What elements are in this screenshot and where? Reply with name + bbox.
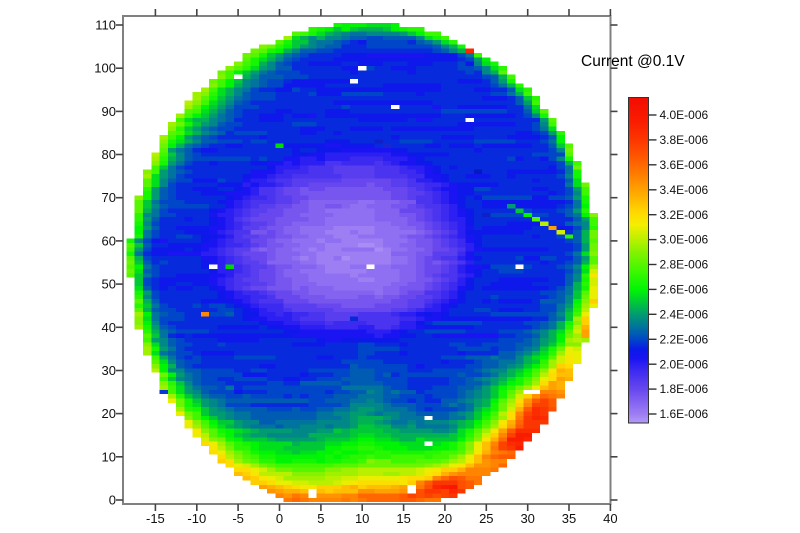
svg-text:-15: -15 <box>146 511 165 526</box>
svg-text:0: 0 <box>109 493 116 508</box>
svg-text:3.2E-006: 3.2E-006 <box>660 208 709 222</box>
svg-text:35: 35 <box>562 511 576 526</box>
svg-text:-10: -10 <box>187 511 206 526</box>
svg-text:2.8E-006: 2.8E-006 <box>660 258 709 272</box>
svg-text:5: 5 <box>317 511 324 526</box>
svg-text:Current @0.1V: Current @0.1V <box>581 53 685 70</box>
svg-text:10: 10 <box>355 511 369 526</box>
svg-text:50: 50 <box>102 277 116 292</box>
svg-text:15: 15 <box>396 511 410 526</box>
svg-text:30: 30 <box>102 363 116 378</box>
svg-text:60: 60 <box>102 233 116 248</box>
svg-text:70: 70 <box>102 190 116 205</box>
svg-text:40: 40 <box>102 320 116 335</box>
svg-text:3.6E-006: 3.6E-006 <box>660 158 709 172</box>
svg-text:3.0E-006: 3.0E-006 <box>660 233 709 247</box>
svg-text:10: 10 <box>102 449 116 464</box>
svg-text:40: 40 <box>603 511 617 526</box>
svg-text:3.8E-006: 3.8E-006 <box>660 133 709 147</box>
svg-text:30: 30 <box>520 511 534 526</box>
svg-text:2.6E-006: 2.6E-006 <box>660 283 709 297</box>
svg-text:0: 0 <box>276 511 283 526</box>
svg-text:2.0E-006: 2.0E-006 <box>660 357 709 371</box>
svg-text:80: 80 <box>102 147 116 162</box>
svg-text:100: 100 <box>94 61 116 76</box>
svg-text:90: 90 <box>102 104 116 119</box>
svg-text:25: 25 <box>479 511 493 526</box>
svg-text:4.0E-006: 4.0E-006 <box>660 108 709 122</box>
svg-text:-5: -5 <box>232 511 244 526</box>
svg-text:20: 20 <box>438 511 452 526</box>
svg-text:3.4E-006: 3.4E-006 <box>660 183 709 197</box>
svg-text:1.8E-006: 1.8E-006 <box>660 382 709 396</box>
svg-text:110: 110 <box>95 18 116 33</box>
svg-text:2.2E-006: 2.2E-006 <box>660 332 709 346</box>
svg-text:1.6E-006: 1.6E-006 <box>660 407 709 421</box>
svg-text:20: 20 <box>102 406 116 421</box>
svg-text:2.4E-006: 2.4E-006 <box>660 307 709 321</box>
